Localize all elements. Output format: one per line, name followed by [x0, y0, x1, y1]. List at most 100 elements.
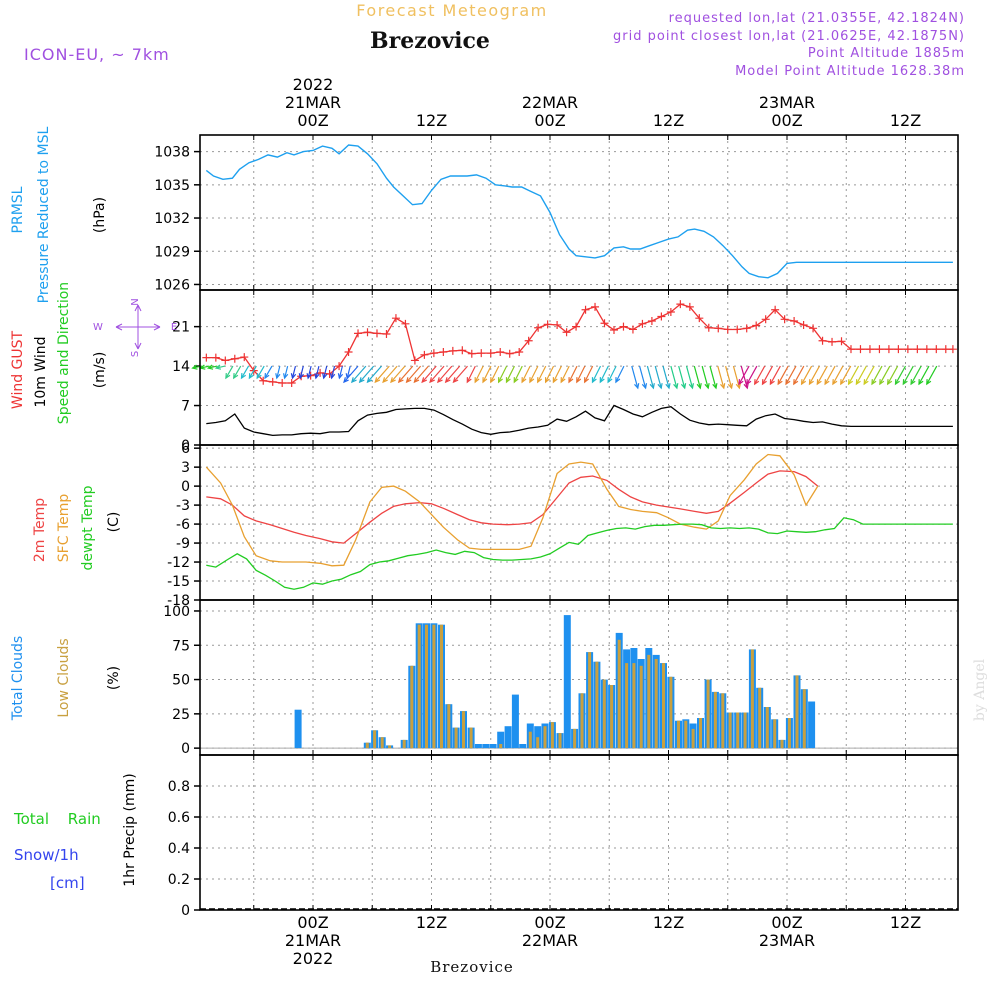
- y-tick-label: -12: [167, 555, 190, 571]
- wind-arrow-head: [436, 377, 443, 384]
- gust-marker: [846, 345, 855, 354]
- wind-arrow-head: [283, 373, 289, 380]
- total-cloud-bar: [294, 709, 302, 749]
- wind-arrow-head: [871, 379, 877, 386]
- wind-direction-arrow: [848, 365, 860, 385]
- y-tick-label: -3: [176, 498, 190, 514]
- wind-direction-arrow: [769, 365, 781, 385]
- gust-marker: [875, 345, 884, 354]
- compass-rose: N W E S: [93, 298, 177, 357]
- pressure-label-msl: Pressure Reduced to MSL: [36, 126, 52, 303]
- panel-border: [199, 444, 959, 601]
- wind-direction-arrow: [284, 365, 289, 379]
- low-cloud-bar: [639, 665, 643, 749]
- low-cloud-bar: [595, 661, 599, 749]
- clouds-unit: (%): [106, 666, 122, 690]
- gust-marker: [752, 321, 761, 330]
- wind-direction-arrow: [513, 365, 523, 383]
- wind-arrow-head: [761, 379, 767, 386]
- top-time-label: 12Z: [416, 111, 447, 130]
- gust-marker: [818, 336, 827, 345]
- wind-arrow-head: [688, 383, 694, 390]
- gust-marker: [865, 345, 874, 354]
- footer-station: Brezovice: [430, 958, 514, 976]
- wind-direction-arrow: [429, 365, 445, 383]
- total-cloud-bar: [563, 615, 571, 749]
- y-tick-label: 14: [172, 359, 190, 375]
- gust-marker: [941, 345, 950, 354]
- wind-direction-arrow: [646, 365, 654, 389]
- wind-arrow-head: [466, 377, 472, 384]
- y-tick-label: 0.4: [168, 841, 190, 857]
- gust-marker: [666, 307, 675, 316]
- wind-direction-arrow: [887, 365, 899, 385]
- wind-arrow-head: [696, 383, 702, 390]
- low-cloud-bar: [647, 654, 651, 749]
- total-cloud-bar: [511, 694, 519, 749]
- gust-marker: [676, 300, 685, 309]
- top-time-label: 23MAR: [759, 93, 815, 112]
- wind-direction-arrow: [552, 365, 562, 383]
- wind-arrow-head: [743, 383, 749, 390]
- wind-arrow-head: [552, 377, 558, 384]
- wind-arrow-head: [206, 364, 214, 370]
- gust-marker: [401, 319, 410, 328]
- wind-direction-arrow: [225, 365, 234, 379]
- gust-marker: [922, 345, 931, 354]
- wind-direction-arrow: [777, 365, 789, 385]
- gust-marker: [723, 325, 732, 334]
- wind-direction-arrow: [398, 365, 414, 383]
- wind-direction-arrow: [902, 365, 914, 385]
- wind-arrow-head: [482, 377, 488, 384]
- wind-arrow-head: [902, 379, 908, 386]
- gust-marker: [771, 305, 780, 314]
- low-cloud-bar: [625, 663, 629, 749]
- wind-arrow-head: [591, 377, 597, 384]
- wind-arrow-head: [382, 377, 388, 384]
- wind-direction-arrow: [233, 365, 242, 379]
- wind-direction-arrow: [662, 365, 670, 389]
- gust-marker: [742, 324, 751, 333]
- y-tick-label: -6: [176, 517, 190, 533]
- low-cloud-bar: [610, 685, 614, 749]
- wind-direction-arrow: [215, 365, 226, 369]
- wind-direction-arrow: [367, 365, 382, 383]
- gust-marker: [809, 324, 818, 333]
- wind-arrow-head: [505, 377, 511, 384]
- gust-marker: [287, 379, 296, 387]
- low-cloud-bar: [780, 739, 784, 749]
- wind-arrow-head: [421, 377, 428, 384]
- wind-arrow-head: [785, 379, 791, 386]
- low-cloud-bar: [743, 712, 747, 749]
- wind-arrow-head: [374, 377, 381, 384]
- gust-marker: [268, 377, 277, 386]
- gust-marker: [761, 315, 770, 324]
- wind-arrow-head: [413, 377, 420, 384]
- gust-marker: [657, 312, 666, 321]
- gust-marker: [704, 323, 713, 332]
- low-cloud-bar: [425, 624, 428, 749]
- wind-arrow-head: [738, 379, 744, 386]
- y-tick-label: -9: [176, 536, 190, 552]
- wind-arrow-head: [390, 377, 396, 384]
- watermark: by Angel: [972, 658, 988, 721]
- pressure-labels: PRMSL Pressure Reduced to MSL (hPa): [10, 126, 108, 303]
- gust-marker: [505, 349, 514, 358]
- temp-line-2m: [206, 470, 819, 544]
- y-tick-label: 0.2: [168, 872, 190, 888]
- wind-direction-arrow: [359, 365, 375, 383]
- y-tick-label: 50: [172, 673, 190, 689]
- cloud-labels: Total Clouds Low Clouds (%): [10, 636, 122, 721]
- wind-direction-arrow: [382, 365, 398, 383]
- wind-arrow-head: [847, 379, 854, 386]
- gust-marker: [420, 350, 429, 359]
- wind-arrow-head: [712, 383, 718, 390]
- gust-marker: [628, 325, 637, 334]
- wind-direction-arrow: [482, 365, 492, 383]
- wind-direction-arrow: [746, 365, 758, 385]
- low-cloud-bar: [795, 675, 799, 749]
- wind-arrow-head: [793, 379, 799, 386]
- precip-unit: 1hr Precip (mm): [122, 773, 138, 886]
- wind-direction-arrow: [599, 365, 609, 383]
- pressure-unit: (hPa): [92, 197, 108, 233]
